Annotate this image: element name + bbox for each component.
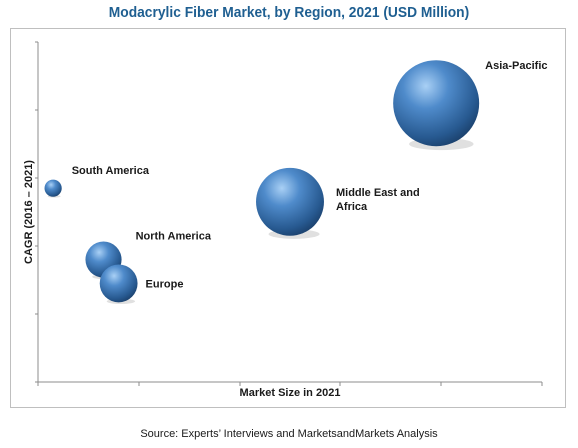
bubble-europe — [99, 264, 138, 303]
chart-title: Modacrylic Fiber Market, by Region, 2021… — [108, 4, 470, 21]
label-layer: Asia-Pacific Middle East and Africa South A… — [72, 60, 548, 290]
bubble-label: South America — [72, 165, 150, 177]
x-axis-label: Market Size in 2021 — [240, 387, 341, 399]
y-axis-label: CAGR (2016 – 2021) — [23, 160, 35, 264]
bubble-label: Asia-Pacific — [485, 60, 547, 72]
chart-frame — [10, 28, 566, 408]
bubble-label: Europe — [146, 278, 184, 290]
bubble-label: Middle East and Africa — [336, 187, 420, 213]
y-axis-ticks — [35, 41, 38, 383]
bubble-middle-east-and-africa — [256, 167, 324, 236]
bubble-layer — [44, 60, 480, 305]
bubble-asia-pacific — [393, 60, 480, 147]
bubble-south-america — [44, 179, 62, 197]
source-note: Source: Experts’ Interviews and Marketsa… — [140, 428, 438, 440]
x-axis-ticks — [37, 382, 543, 386]
bubble-label: North America — [136, 231, 212, 243]
